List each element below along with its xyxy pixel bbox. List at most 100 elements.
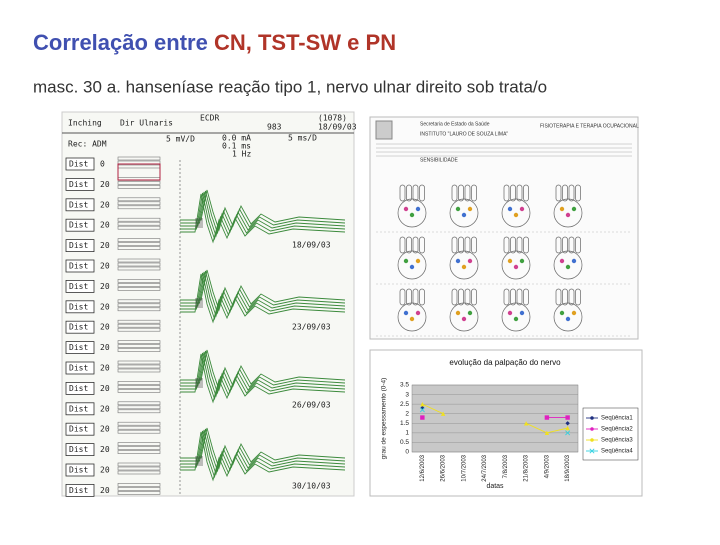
dist-value: 20 bbox=[100, 425, 110, 434]
sensory-dot bbox=[409, 212, 415, 218]
emg-header: Dir Ulnaris bbox=[120, 119, 173, 128]
cell-box bbox=[117, 266, 161, 271]
hand-finger bbox=[516, 184, 523, 202]
cell-box bbox=[117, 319, 161, 324]
hand-finger bbox=[464, 184, 471, 202]
legend-label: Seqüência4 bbox=[601, 449, 633, 455]
sensory-dot bbox=[571, 258, 577, 264]
sensory-dot bbox=[507, 310, 513, 316]
plot-area bbox=[411, 384, 579, 453]
legend-swatch bbox=[589, 448, 595, 454]
dist-label: Dist bbox=[69, 364, 88, 373]
sensory-dot bbox=[513, 316, 519, 322]
dist-value: 20 bbox=[100, 302, 110, 311]
hand-finger bbox=[451, 288, 458, 306]
form-image: Secretaria de Estado da Saúde FISIOTERAPI… bbox=[369, 116, 639, 340]
sensory-dot bbox=[403, 258, 409, 264]
hand-palm bbox=[501, 198, 531, 228]
sensory-dot bbox=[455, 258, 461, 264]
dist-box bbox=[65, 239, 95, 253]
chart-title: evolução da palpação do nervo bbox=[449, 358, 561, 367]
emg-trace bbox=[180, 190, 346, 235]
emg-trace bbox=[180, 271, 346, 318]
cell-box bbox=[117, 262, 161, 267]
cell-box bbox=[117, 303, 161, 308]
emg-trace bbox=[180, 272, 346, 321]
cell-box bbox=[117, 238, 161, 242]
form-text: INSTITUTO "LAURO DE SOUZA LIMA" bbox=[420, 131, 508, 137]
hand-finger bbox=[412, 236, 419, 254]
emg-date: 30/10/03 bbox=[292, 482, 331, 491]
form-frame bbox=[369, 116, 639, 340]
hand-finger bbox=[568, 184, 575, 202]
hand-finger bbox=[451, 184, 458, 202]
form-logo bbox=[375, 120, 393, 140]
cell-box bbox=[117, 225, 161, 230]
sensory-dot bbox=[461, 264, 467, 270]
selected-box bbox=[117, 163, 161, 181]
y-tick-label: 3.5 bbox=[400, 382, 409, 389]
emg-header: (1078) bbox=[318, 114, 347, 123]
cell-box bbox=[117, 381, 161, 385]
cell-box bbox=[117, 217, 161, 222]
dist-label: Dist bbox=[69, 384, 88, 393]
title-part: CN, TST-SW e PN bbox=[214, 30, 396, 55]
sensory-dot bbox=[461, 316, 467, 322]
sensory-dot bbox=[415, 310, 421, 316]
hand-finger bbox=[399, 184, 406, 202]
marker bbox=[420, 401, 425, 407]
marker bbox=[420, 415, 425, 420]
dist-value: 20 bbox=[100, 262, 110, 271]
title: Correlação entre CN, TST-SW e PN bbox=[33, 30, 396, 55]
dist-label: Dist bbox=[69, 425, 88, 434]
cell-box bbox=[117, 429, 161, 434]
hand-finger bbox=[510, 288, 516, 306]
sensory-dot bbox=[571, 206, 577, 212]
dist-box bbox=[65, 402, 95, 416]
emg-trace bbox=[180, 273, 346, 324]
sensory-dot bbox=[565, 264, 571, 270]
emg-trace bbox=[180, 192, 346, 241]
cell-box bbox=[117, 442, 161, 446]
hand-finger bbox=[458, 236, 464, 254]
y-tick-label: 3 bbox=[405, 391, 409, 398]
emg-trace bbox=[180, 351, 346, 398]
sensory-dot bbox=[403, 310, 409, 316]
sensory-dot bbox=[565, 212, 571, 218]
cell-box bbox=[117, 340, 161, 344]
y-tick-label: 1.5 bbox=[400, 420, 409, 427]
sensory-dot bbox=[559, 258, 565, 264]
x-tick-label: 18/9/2003 bbox=[565, 454, 571, 481]
y-tick-label: 2.5 bbox=[400, 401, 409, 408]
hand-finger bbox=[412, 288, 419, 306]
hand-palm bbox=[449, 198, 479, 228]
sensory-dot bbox=[409, 264, 415, 270]
sensory-dot bbox=[467, 310, 473, 316]
emg-trace bbox=[180, 430, 346, 479]
cell-box bbox=[117, 348, 161, 352]
hand-finger bbox=[471, 184, 477, 202]
form-text: SENSIBILIDADE bbox=[420, 157, 458, 163]
hand-finger bbox=[575, 184, 581, 202]
cell-box bbox=[117, 462, 161, 467]
cell-box bbox=[117, 205, 161, 210]
emg-trace bbox=[180, 431, 346, 482]
chart-image: evolução da palpação do nervo 0 0.5 1 1.5 2 2.… bbox=[369, 349, 643, 497]
emg-setting: 0.0 mA bbox=[222, 134, 251, 143]
emg-trace bbox=[180, 427, 346, 470]
cell-box bbox=[117, 299, 161, 304]
dist-value: 20 bbox=[100, 466, 110, 475]
emg-trace bbox=[180, 352, 346, 401]
dist-label: Dist bbox=[69, 180, 88, 189]
cell-box bbox=[117, 389, 161, 393]
emg-trace bbox=[180, 349, 346, 392]
sensory-dot bbox=[519, 310, 525, 316]
hand-finger bbox=[575, 288, 581, 306]
form-text: Secretaria de Estado da Saúde bbox=[420, 121, 490, 127]
emg-rec: Rec: ADM bbox=[68, 140, 107, 149]
dist-box bbox=[65, 381, 95, 395]
legend-swatch bbox=[590, 438, 594, 442]
emg-trace bbox=[180, 189, 346, 232]
emg-trace bbox=[180, 353, 346, 404]
x-tick-label: 4/9/2003 bbox=[544, 454, 550, 478]
